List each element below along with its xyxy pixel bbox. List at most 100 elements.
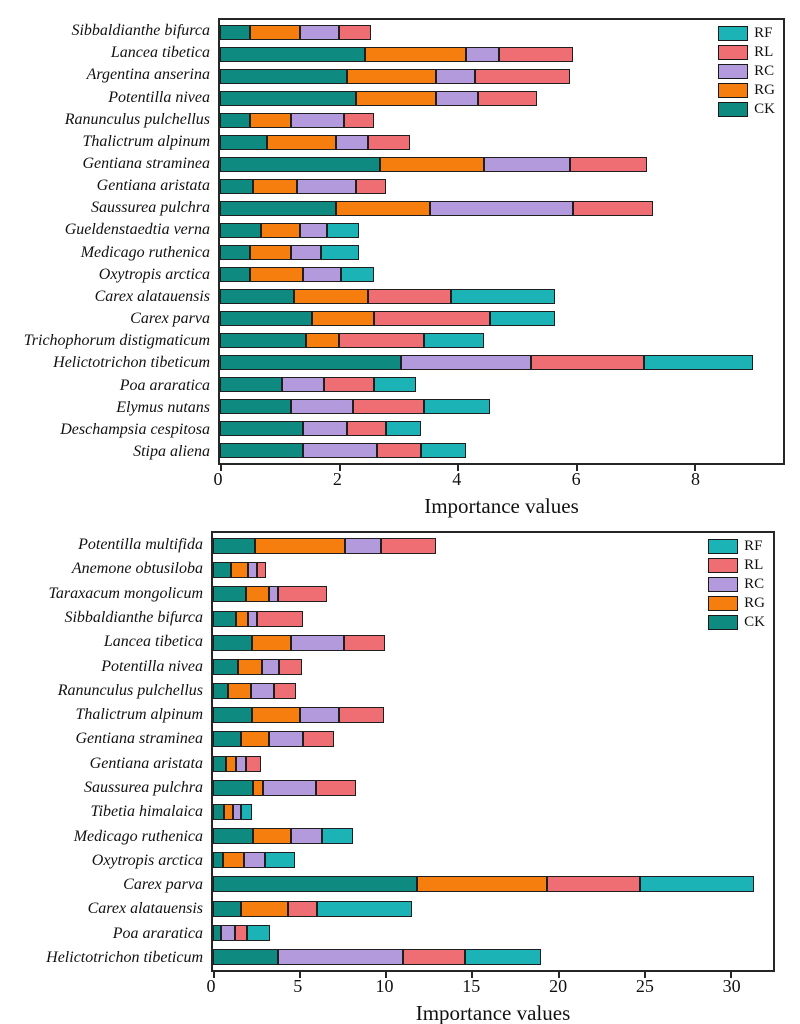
legend-label-rl: RL	[754, 44, 774, 60]
bar-segment-rl	[569, 156, 647, 172]
category-label: Helictotrichon tibeticum	[46, 948, 203, 966]
category-label: Gentiana aristata	[96, 177, 210, 195]
category-label: Taraxacum mongolicum	[48, 584, 203, 602]
bar-segment-rg	[305, 333, 339, 349]
bar-segment-ck	[213, 610, 237, 627]
bar-segment-ck	[220, 244, 250, 260]
chart-bottom-tick-labels: 0 5 10 15 20 25 30	[207, 972, 775, 998]
bar-segment-rg	[249, 112, 292, 128]
bar-segment-rc	[291, 828, 322, 845]
chart-bottom-category-labels: Potentilla multifida Anemone obtusiloba Ta…	[0, 531, 211, 972]
bar-segment-rc	[465, 46, 499, 62]
bar-segment-rf	[424, 399, 490, 415]
legend-label-ck: CK	[754, 101, 775, 117]
category-label: Thalictrum alpinum	[82, 132, 210, 150]
legend-entry-rl: RL	[708, 558, 765, 573]
bar-segment-ck	[220, 443, 303, 459]
x-axis-tick-label: 20	[549, 976, 568, 996]
category-label: Poa araratica	[112, 924, 203, 942]
bar-segment-ck	[213, 707, 252, 724]
mid-margin	[0, 523, 800, 531]
bar-segment-ck	[220, 200, 336, 216]
category-label: Potentilla nivea	[108, 88, 210, 106]
category-label: Potentilla multifida	[78, 536, 203, 554]
category-label: Gentiana aristata	[89, 754, 203, 772]
x-axis-tick	[299, 971, 302, 978]
legend-entry-rf: RF	[708, 539, 765, 554]
bar-segment-rl	[377, 443, 422, 459]
bar-segment-rl	[278, 586, 327, 603]
bar-segment-ck	[213, 731, 241, 748]
bar-row	[220, 131, 783, 153]
category-label: Argentina anserina	[86, 66, 210, 84]
bar-segment-ck	[220, 421, 303, 437]
x-axis-tick-label: 30	[722, 976, 741, 996]
legend-entry-rf: RF	[718, 26, 775, 41]
chart-bottom: Potentilla multifida Anemone obtusiloba Ta…	[0, 531, 800, 1024]
bar-segment-rg	[236, 610, 249, 627]
x-axis-tick-label: 0	[206, 976, 216, 996]
bar-segment-rg	[245, 586, 269, 603]
legend: RF RL RC RG CK	[718, 26, 775, 117]
bar-segment-rg	[335, 200, 431, 216]
bar-segment-rl	[279, 658, 302, 675]
x-axis-tick	[575, 464, 578, 471]
bar-segment-rg	[365, 46, 466, 62]
bar-segment-rg	[255, 538, 345, 555]
category-label: Sibbaldianthe bifurca	[64, 608, 203, 626]
x-axis-tick	[694, 464, 697, 471]
category-label: Thalictrum alpinum	[75, 706, 203, 724]
bar-segment-rf	[421, 443, 466, 459]
bar-segment-rc	[300, 707, 339, 724]
bar-segment-rl	[338, 24, 372, 40]
bar-row	[220, 175, 783, 197]
bar-segment-rc	[299, 24, 339, 40]
bar-segment-rc	[291, 244, 321, 260]
bar-segment-rl	[316, 779, 356, 796]
bar-segment-ck	[220, 311, 312, 327]
bar-row	[220, 418, 783, 440]
legend-swatch-rg	[718, 83, 749, 98]
bar-row	[220, 241, 783, 263]
bar-row	[220, 197, 783, 219]
bar-segment-rl	[256, 562, 266, 579]
bar-segment-rl	[323, 377, 375, 393]
bar-segment-ck	[220, 68, 348, 84]
bar-segment-rl	[274, 683, 296, 700]
bar-segment-rf	[241, 803, 252, 820]
bar-row	[213, 582, 773, 606]
bar-segment-rg	[311, 311, 375, 327]
legend-swatch-rf	[718, 26, 749, 41]
bar-row	[220, 352, 783, 374]
bar-segment-rl	[403, 949, 466, 965]
bar-segment-rg	[249, 24, 300, 40]
bar-row	[220, 286, 783, 308]
category-label: Saussurea pulchra	[91, 199, 210, 217]
x-axis-tick	[213, 971, 215, 978]
bar-segment-ck	[213, 876, 418, 893]
bar-segment-rg	[261, 222, 300, 238]
legend-label-rg: RG	[744, 595, 765, 611]
x-axis-tick-label: 5	[293, 976, 303, 996]
bar-segment-ck	[213, 779, 254, 796]
legend-swatch-rf	[708, 539, 739, 554]
bar-segment-rl	[498, 46, 573, 62]
bar-row	[213, 607, 773, 631]
bar-segment-rl	[368, 289, 452, 305]
bar-segment-rc	[291, 634, 344, 651]
bar-segment-rg	[253, 828, 292, 845]
category-label: Helictotrichon tibeticum	[53, 354, 210, 372]
bar-segment-rl	[547, 876, 641, 893]
x-axis-tick-label: 6	[571, 469, 581, 489]
bar-segment-rl	[303, 731, 334, 748]
bar-segment-rc	[248, 610, 257, 627]
bar-row	[220, 87, 783, 109]
legend-swatch-rg	[708, 596, 739, 611]
bar-segment-ck	[220, 178, 253, 194]
bar-row	[213, 800, 773, 824]
bar-segment-rg	[240, 900, 288, 917]
bar-segment-rc	[268, 586, 279, 603]
bar-segment-rc	[244, 852, 265, 869]
bar-segment-ck	[220, 267, 250, 283]
